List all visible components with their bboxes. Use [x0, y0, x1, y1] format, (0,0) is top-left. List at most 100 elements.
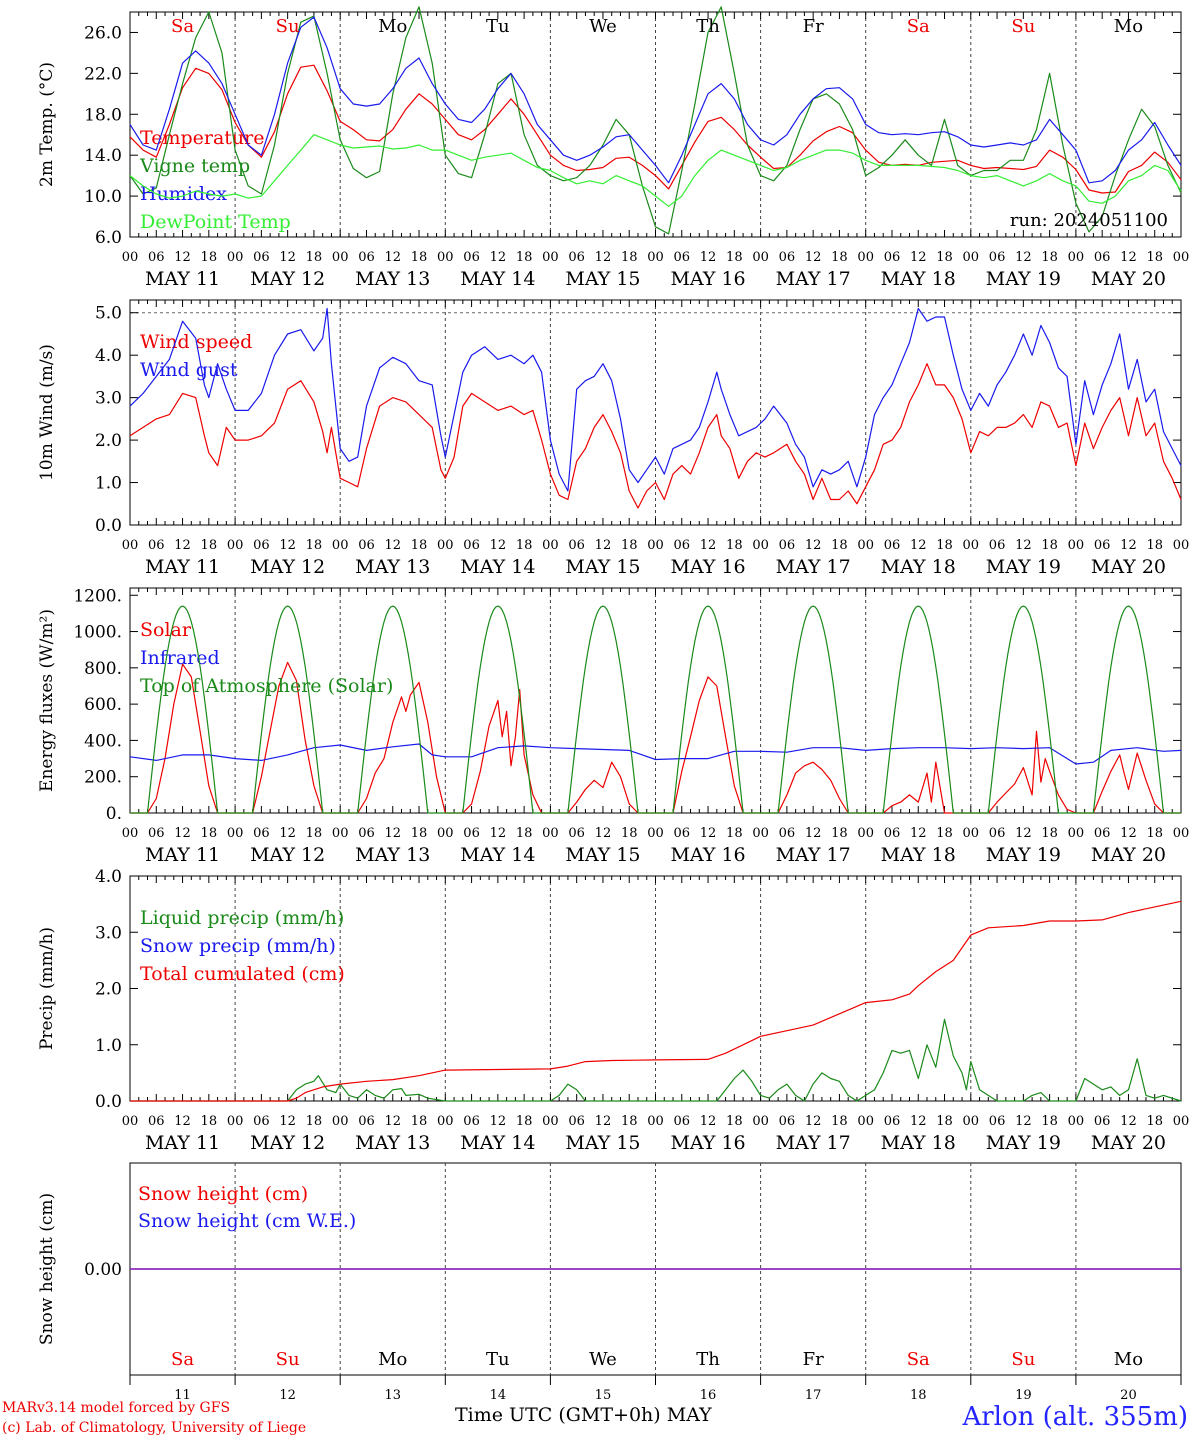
y-tick-label: 200. — [84, 768, 122, 788]
hour-tick-label: 12 — [595, 250, 612, 265]
hour-tick-label: 18 — [1041, 538, 1058, 553]
hour-tick-label: 00 — [542, 1114, 559, 1129]
day-name: We — [589, 16, 617, 37]
hour-tick-label: 06 — [674, 250, 691, 265]
hour-tick-label: 18 — [831, 826, 848, 841]
hour-tick-label: 18 — [1041, 1114, 1058, 1129]
hour-tick-label: 18 — [1146, 250, 1163, 265]
hour-tick-label: 06 — [674, 826, 691, 841]
hour-tick-label: 06 — [568, 1114, 585, 1129]
hour-tick-label: 06 — [779, 538, 796, 553]
hour-tick-label: 18 — [831, 1114, 848, 1129]
hour-tick-label: 06 — [568, 250, 585, 265]
plot-frame — [129, 587, 1182, 814]
hour-tick-label: 00 — [963, 826, 980, 841]
hour-tick-label: 06 — [253, 826, 270, 841]
hour-tick-label: 00 — [227, 1114, 244, 1129]
day-name: Sa — [907, 1349, 930, 1370]
hour-tick-label: 18 — [726, 826, 743, 841]
date-label: MAY 14 — [460, 844, 535, 866]
date-label: MAY 16 — [670, 1132, 745, 1154]
y-tick-label: 4.0 — [95, 867, 122, 887]
date-label: MAY 13 — [355, 844, 430, 866]
hour-tick-label: 18 — [621, 250, 638, 265]
hour-tick-label: 12 — [174, 538, 191, 553]
date-label: MAY 19 — [986, 556, 1061, 578]
day-number: 17 — [805, 1388, 822, 1403]
day-name: Fr — [803, 16, 824, 37]
hour-tick-label: 00 — [857, 1114, 874, 1129]
hour-tick-label: 00 — [647, 250, 664, 265]
date-label: MAY 15 — [565, 556, 640, 578]
hour-tick-label: 00 — [227, 250, 244, 265]
date-label: MAY 16 — [670, 268, 745, 290]
hour-tick-label: 00 — [542, 826, 559, 841]
hour-tick-label: 12 — [910, 826, 927, 841]
hour-tick-label: 00 — [1173, 538, 1190, 553]
plot-frame — [129, 11, 1182, 238]
date-label: MAY 17 — [776, 556, 851, 578]
hour-tick-label: 00 — [542, 538, 559, 553]
hour-tick-label: 18 — [1146, 1114, 1163, 1129]
date-label: MAY 15 — [565, 268, 640, 290]
hour-tick-label: 12 — [595, 538, 612, 553]
hour-tick-label: 18 — [201, 826, 218, 841]
day-number: 19 — [1015, 1388, 1032, 1403]
date-label: MAY 12 — [250, 844, 325, 866]
series-line — [129, 134, 1182, 207]
date-label: MAY 15 — [565, 844, 640, 866]
hour-tick-label: 18 — [936, 1114, 953, 1129]
hour-tick-label: 12 — [1120, 826, 1137, 841]
hour-tick-label: 06 — [253, 1114, 270, 1129]
hour-tick-label: 06 — [463, 538, 480, 553]
y-tick-label: 0.0 — [95, 1092, 122, 1112]
x-axis-title: Time UTC (GMT+0h) MAY — [455, 1404, 712, 1426]
y-tick-label: 1000. — [73, 623, 122, 643]
day-name: Mo — [1114, 1349, 1143, 1370]
day-name: Sa — [171, 1349, 194, 1370]
day-name: Mo — [1114, 16, 1143, 37]
date-label: MAY 19 — [986, 844, 1061, 866]
date-label: MAY 19 — [986, 268, 1061, 290]
hour-tick-label: 06 — [463, 250, 480, 265]
date-label: MAY 20 — [1091, 1132, 1166, 1154]
hour-tick-label: 06 — [779, 1114, 796, 1129]
hour-tick-label: 18 — [831, 538, 848, 553]
date-label: MAY 14 — [460, 556, 535, 578]
hour-tick-label: 06 — [779, 250, 796, 265]
hour-tick-label: 00 — [122, 1114, 139, 1129]
y-tick-label: 2.0 — [95, 431, 122, 451]
date-label: MAY 12 — [250, 556, 325, 578]
hour-tick-label: 00 — [437, 538, 454, 553]
date-label: MAY 11 — [145, 1132, 220, 1154]
hour-tick-label: 06 — [1094, 826, 1111, 841]
hour-tick-label: 12 — [490, 250, 507, 265]
hour-tick-label: 00 — [1068, 538, 1085, 553]
hour-tick-label: 00 — [332, 250, 349, 265]
date-label: MAY 20 — [1091, 268, 1166, 290]
hour-tick-label: 06 — [884, 1114, 901, 1129]
hour-tick-label: 18 — [936, 538, 953, 553]
date-label: MAY 13 — [355, 556, 430, 578]
hour-tick-label: 18 — [306, 826, 323, 841]
hour-tick-label: 06 — [568, 538, 585, 553]
hour-tick-label: 12 — [595, 1114, 612, 1129]
hour-tick-label: 18 — [936, 826, 953, 841]
hour-tick-label: 18 — [411, 1114, 428, 1129]
date-label: MAY 18 — [881, 556, 956, 578]
y-tick-label: 3.0 — [95, 923, 122, 943]
day-number: 14 — [490, 1388, 507, 1403]
y-tick-label: 0. — [106, 804, 122, 824]
hour-tick-label: 12 — [595, 826, 612, 841]
hour-tick-label: 06 — [358, 538, 375, 553]
day-number: 11 — [174, 1388, 191, 1403]
series-line — [129, 64, 1182, 194]
hour-tick-label: 12 — [805, 250, 822, 265]
hour-tick-label: 18 — [726, 1114, 743, 1129]
date-label: MAY 11 — [145, 844, 220, 866]
y-tick-label: 26.0 — [84, 23, 122, 43]
date-label: MAY 14 — [460, 1132, 535, 1154]
hour-tick-label: 18 — [726, 538, 743, 553]
hour-tick-label: 12 — [174, 826, 191, 841]
series-line — [129, 743, 1182, 765]
